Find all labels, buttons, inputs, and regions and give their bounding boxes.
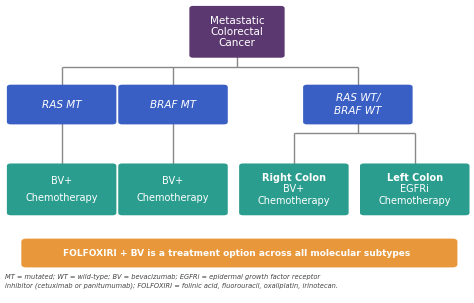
Text: Left Colon: Left Colon: [387, 173, 443, 183]
Text: BRAF WT: BRAF WT: [334, 106, 382, 116]
Text: BRAF MT: BRAF MT: [150, 99, 196, 110]
Text: Cancer: Cancer: [219, 38, 255, 48]
Text: FOLFOXIRI + BV is a treatment option across all molecular subtypes: FOLFOXIRI + BV is a treatment option acr…: [64, 248, 410, 258]
Text: RAS MT: RAS MT: [42, 99, 82, 110]
Text: Chemotherapy: Chemotherapy: [137, 193, 209, 203]
Text: Colorectal: Colorectal: [210, 27, 264, 37]
Text: Chemotherapy: Chemotherapy: [379, 196, 451, 206]
Text: BV+: BV+: [163, 176, 183, 186]
Text: BV+: BV+: [51, 176, 72, 186]
FancyBboxPatch shape: [239, 164, 348, 215]
FancyBboxPatch shape: [21, 239, 457, 268]
Text: RAS WT/: RAS WT/: [336, 93, 380, 103]
Text: Chemotherapy: Chemotherapy: [26, 193, 98, 203]
FancyBboxPatch shape: [7, 85, 117, 124]
FancyBboxPatch shape: [360, 164, 469, 215]
Text: EGFRi: EGFRi: [401, 184, 429, 195]
Text: Right Colon: Right Colon: [262, 173, 326, 183]
Text: BV+: BV+: [283, 184, 304, 195]
FancyBboxPatch shape: [118, 85, 228, 124]
Text: Chemotherapy: Chemotherapy: [258, 196, 330, 206]
FancyBboxPatch shape: [303, 85, 412, 124]
FancyBboxPatch shape: [118, 164, 228, 215]
Text: Metastatic: Metastatic: [210, 15, 264, 25]
FancyBboxPatch shape: [189, 6, 284, 58]
FancyBboxPatch shape: [7, 164, 117, 215]
Text: MT = mutated; WT = wild-type; BV = bevacizumab; EGFRi = epidermal growth factor : MT = mutated; WT = wild-type; BV = bevac…: [5, 274, 338, 289]
